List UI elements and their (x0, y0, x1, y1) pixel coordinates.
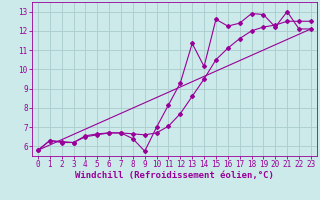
X-axis label: Windchill (Refroidissement éolien,°C): Windchill (Refroidissement éolien,°C) (75, 171, 274, 180)
